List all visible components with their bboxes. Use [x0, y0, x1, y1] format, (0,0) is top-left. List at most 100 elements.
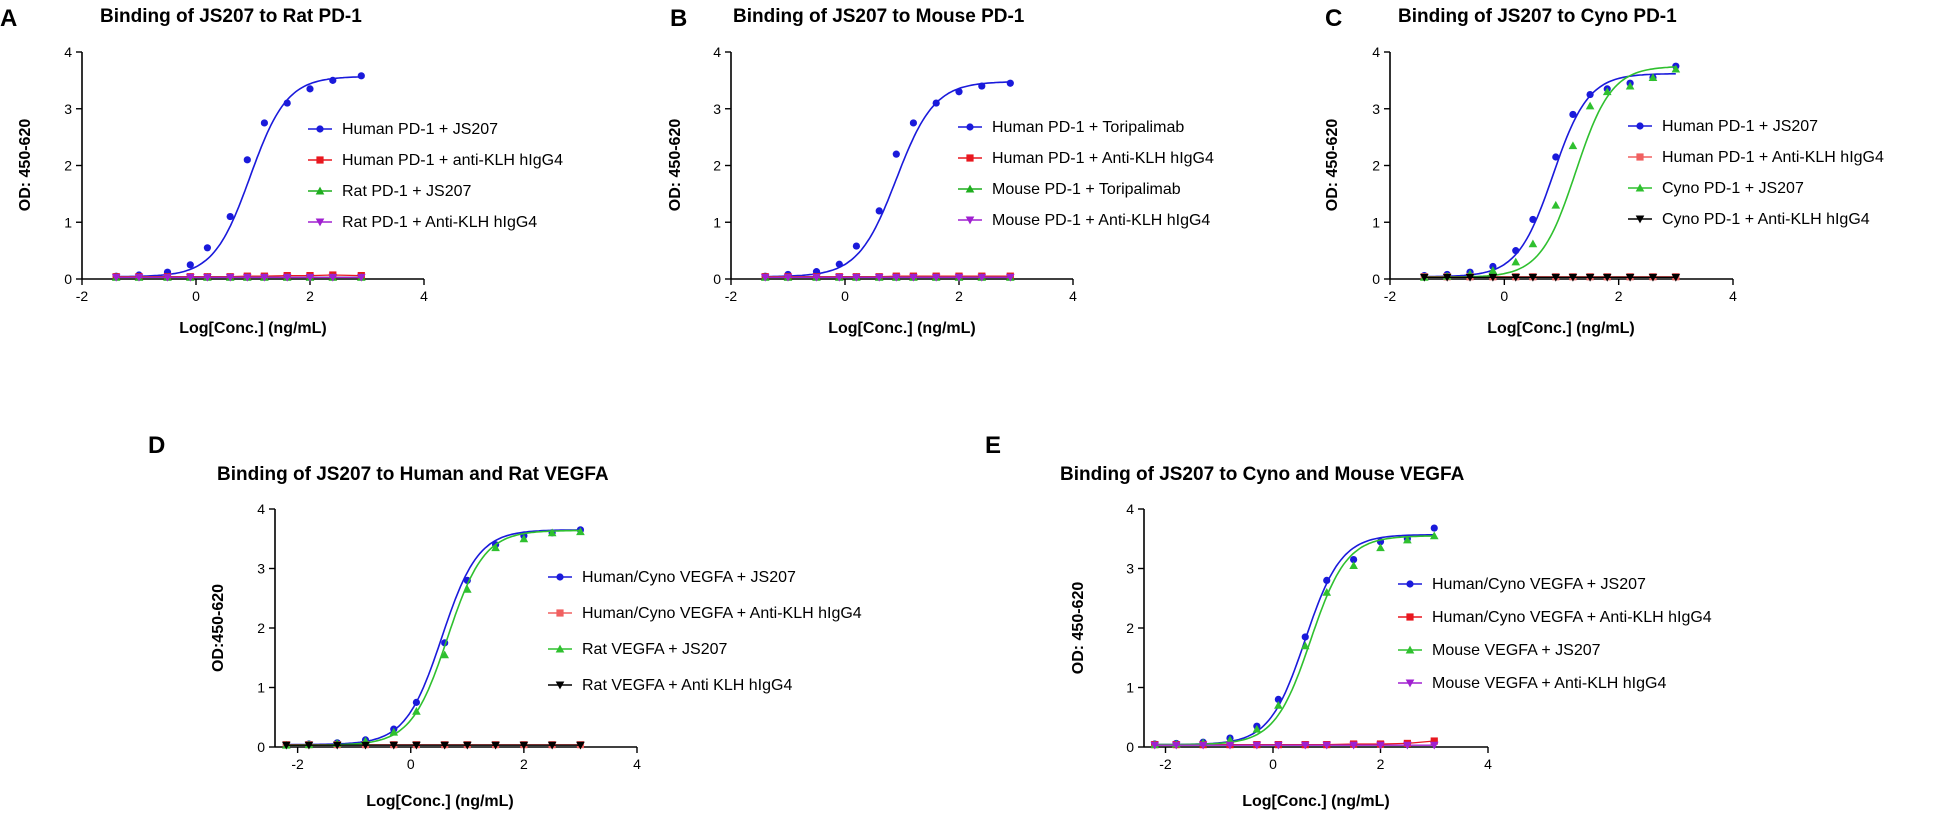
data-point: [1225, 735, 1235, 744]
data-point: [1005, 273, 1015, 282]
data-point: [462, 741, 472, 750]
legend-marker: [966, 123, 974, 131]
data-point: [1552, 153, 1560, 161]
panel-letter: E: [985, 432, 1001, 459]
chart-title: Binding of JS207 to Human and Rat VEGFA: [217, 464, 609, 485]
data-point: [1350, 555, 1358, 564]
data-point: [1376, 741, 1385, 750]
legend-marker: [555, 644, 565, 653]
legend-label: Mouse PD-1 + Anti-KLH hIgG4: [992, 212, 1210, 229]
data-point: [1252, 741, 1262, 750]
legend-marker: [1405, 645, 1415, 654]
legend-label: Human PD-1 + anti-KLH hIgG4: [342, 152, 563, 169]
x-tick-label: 0: [1269, 756, 1277, 772]
data-point: [329, 76, 337, 84]
data-point: [1648, 73, 1658, 81]
data-point: [1442, 273, 1452, 282]
series-4: [111, 273, 366, 282]
legend-label: Human PD-1 + Toripalimab: [992, 119, 1184, 136]
legend-label: Mouse VEGFA + JS207: [1432, 642, 1601, 659]
data-point: [892, 150, 900, 158]
data-point: [1274, 695, 1282, 704]
legend-label: Human PD-1 + Anti-KLH hIgG4: [992, 150, 1214, 167]
x-tick-label: 0: [841, 288, 849, 304]
data-point: [281, 741, 291, 750]
y-tick-label: 2: [713, 158, 721, 174]
data-point: [260, 119, 268, 127]
data-point: [1529, 215, 1537, 224]
data-point: [163, 273, 172, 282]
x-axis-label: Log[Conc.] (ng/mL): [1487, 320, 1635, 337]
data-point: [1301, 633, 1309, 641]
y-tick-label: 4: [64, 44, 72, 60]
y-tick-label: 0: [64, 271, 72, 287]
legend-marker: [1406, 613, 1414, 621]
data-point: [1648, 273, 1658, 282]
data-point: [1528, 273, 1538, 282]
data-point: [412, 698, 421, 706]
series-1: [112, 72, 365, 280]
y-tick-label: 2: [64, 158, 72, 174]
data-point: [1403, 741, 1412, 750]
data-point: [1323, 576, 1331, 585]
data-point: [1671, 64, 1681, 73]
data-point: [1198, 741, 1208, 750]
series-4: [1150, 741, 1439, 750]
y-tick-label: 1: [257, 680, 265, 696]
x-axis-label: Log[Conc.] (ng/mL): [828, 320, 976, 337]
series-1: [1420, 62, 1680, 280]
chart-title: Binding of JS207 to Cyno PD-1: [1398, 6, 1677, 27]
data-point: [1586, 90, 1594, 99]
data-point: [491, 543, 500, 552]
y-tick-label: 1: [713, 214, 721, 230]
legend-label: Rat PD-1 + JS207: [342, 183, 472, 200]
y-tick-label: 0: [257, 739, 265, 755]
x-axis-label: Log[Conc.] (ng/mL): [366, 793, 514, 810]
legend-label: Mouse VEGFA + Anti-KLH hIgG4: [1432, 675, 1666, 692]
y-tick-label: 2: [1126, 620, 1134, 636]
data-point: [356, 273, 366, 282]
data-point: [1568, 141, 1578, 150]
data-point: [1512, 247, 1520, 255]
x-axis-label: Log[Conc.] (ng/mL): [179, 320, 327, 337]
data-point: [1349, 741, 1358, 750]
data-point: [909, 273, 918, 282]
data-point: [1488, 273, 1498, 282]
data-point: [835, 260, 843, 268]
fit-curve: [1424, 66, 1676, 279]
data-point: [1349, 561, 1358, 569]
data-point: [332, 741, 342, 750]
data-point: [412, 706, 421, 715]
x-tick-label: 2: [306, 288, 314, 304]
data-point: [203, 273, 212, 282]
x-tick-label: 2: [520, 756, 528, 772]
data-point: [225, 273, 235, 282]
data-point: [954, 273, 964, 282]
y-tick-label: 1: [1126, 680, 1134, 696]
y-tick-label: 3: [713, 101, 721, 117]
series-4: [281, 741, 585, 750]
legend-marker: [555, 681, 565, 690]
legend-label: Human PD-1 + Anti-KLH hIgG4: [1662, 149, 1884, 166]
legend-label: Human/Cyno VEGFA + JS207: [582, 569, 796, 586]
data-point: [203, 244, 211, 252]
x-tick-label: 4: [633, 756, 641, 772]
data-point: [1528, 239, 1538, 248]
data-point: [111, 273, 121, 282]
fit-curve: [116, 76, 362, 278]
legend-label: Human PD-1 + JS207: [1662, 118, 1818, 135]
data-point: [955, 88, 963, 96]
y-tick-label: 1: [64, 214, 72, 230]
data-point: [186, 261, 194, 269]
y-tick-label: 4: [257, 501, 265, 517]
legend-marker: [965, 216, 975, 225]
data-point: [783, 273, 793, 282]
data-point: [357, 72, 365, 80]
data-point: [1511, 273, 1521, 282]
data-point: [243, 156, 251, 164]
y-tick-label: 4: [1126, 501, 1134, 517]
fit-curve: [765, 81, 1011, 278]
y-axis-label: OD: 450-620: [667, 119, 684, 212]
data-point: [1150, 741, 1160, 750]
